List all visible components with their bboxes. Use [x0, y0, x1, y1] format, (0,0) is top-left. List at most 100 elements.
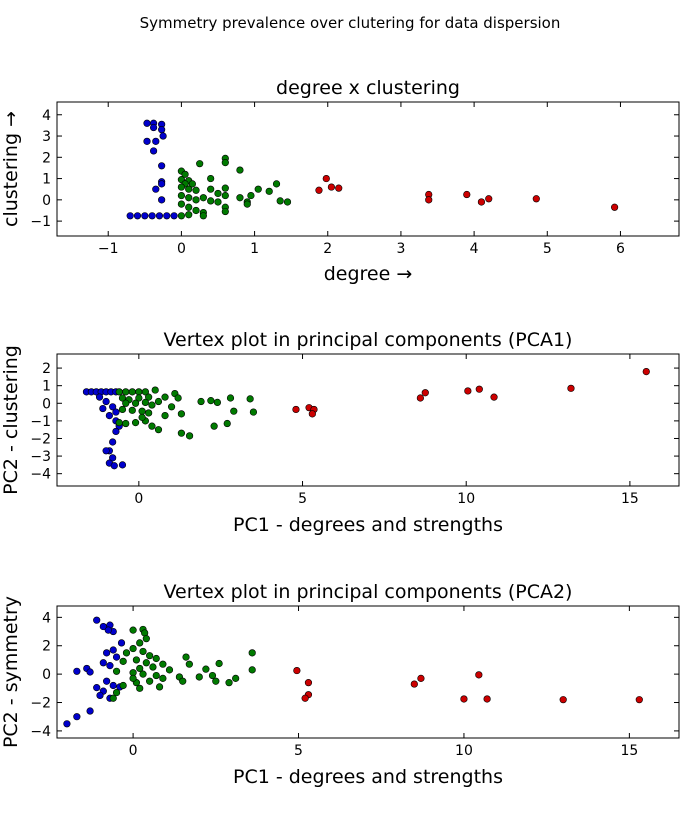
green-point	[148, 422, 156, 430]
green-point	[131, 419, 140, 427]
green-point	[214, 198, 222, 206]
green-point	[221, 184, 229, 192]
blue-point	[143, 119, 151, 127]
x-tick-label: 3	[396, 241, 405, 257]
red-point	[322, 174, 330, 183]
blue-point	[106, 662, 114, 670]
green-point	[146, 677, 154, 685]
green-point	[185, 660, 193, 668]
panel2-points	[82, 368, 650, 470]
x-tick-label: 1	[250, 241, 259, 257]
green-point	[139, 670, 147, 678]
green-point	[118, 394, 127, 402]
red-point	[293, 666, 301, 675]
blue-point	[104, 626, 112, 634]
x-tick-label: 0	[177, 241, 186, 257]
green-point	[161, 412, 169, 420]
y-tick-label: −4	[30, 467, 51, 483]
green-point	[177, 191, 185, 200]
panel2-xlabel: PC1 - degrees and strengths	[233, 514, 503, 536]
y-tick-label: −3	[30, 449, 51, 465]
blue-point	[110, 462, 118, 470]
green-point	[138, 407, 146, 415]
x-tick-label: 0	[129, 743, 138, 759]
green-point	[236, 166, 244, 174]
blue-point	[170, 212, 178, 220]
red-point	[421, 389, 429, 397]
green-point	[230, 407, 238, 415]
red-point	[477, 198, 486, 206]
blue-point	[86, 707, 94, 715]
blue-point	[102, 397, 110, 406]
green-point	[185, 432, 194, 440]
y-tick-label: −2	[30, 431, 51, 447]
green-point	[122, 388, 130, 396]
green-point	[154, 397, 163, 406]
green-point	[185, 194, 193, 202]
green-point	[152, 671, 160, 680]
blue-point	[99, 404, 107, 413]
blue-point	[149, 123, 158, 132]
blue-point	[95, 393, 104, 401]
green-point	[177, 183, 185, 191]
x-tick-label: 15	[620, 743, 638, 759]
x-tick-label: 5	[543, 241, 552, 257]
green-point	[248, 666, 256, 674]
red-point	[335, 184, 343, 192]
y-tick-label: −1	[30, 214, 51, 230]
blue-point	[102, 447, 110, 455]
red-point	[485, 195, 493, 203]
green-point	[246, 395, 254, 403]
y-tick-label: 2	[42, 150, 51, 166]
panel1-yticks: −1 0 1 2 3 4	[30, 108, 679, 230]
green-point	[185, 211, 193, 219]
blue-point	[109, 681, 117, 690]
green-point	[128, 406, 136, 414]
red-point	[475, 385, 483, 393]
green-point	[254, 185, 262, 193]
green-point	[112, 688, 121, 697]
blue-point	[86, 668, 94, 676]
green-point	[185, 185, 193, 193]
x-tick-label: −1	[98, 241, 119, 257]
panel3-title: Vertex plot in principal components (PCA…	[164, 581, 573, 603]
red-point	[464, 387, 472, 395]
green-point	[272, 180, 281, 188]
blue-point	[93, 684, 101, 692]
green-point	[197, 397, 205, 406]
green-point	[118, 405, 127, 414]
x-tick-label: 6	[616, 241, 625, 257]
y-tick-label: 1	[42, 172, 51, 188]
green-point	[135, 388, 143, 396]
green-point	[192, 196, 200, 204]
green-point	[112, 667, 121, 675]
blue-point	[126, 212, 134, 220]
red-point	[611, 203, 619, 211]
green-point	[138, 413, 146, 421]
green-point	[161, 393, 169, 401]
red-point	[483, 695, 491, 703]
green-point	[177, 212, 185, 220]
panel-pca2: Vertex plot in principal components (PCA…	[0, 581, 680, 788]
green-point	[207, 397, 215, 405]
blue-point	[109, 646, 117, 654]
green-point	[146, 652, 154, 660]
panel3-plot-area	[56, 605, 680, 739]
green-point	[221, 191, 229, 200]
x-tick-label: 5	[294, 743, 303, 759]
green-point	[155, 683, 164, 691]
green-point	[196, 160, 204, 168]
green-point	[210, 422, 218, 430]
green-point	[149, 663, 157, 671]
red-point	[635, 696, 643, 704]
red-point	[304, 679, 313, 687]
green-point	[179, 677, 187, 685]
green-point	[283, 198, 292, 206]
blue-point	[133, 212, 142, 220]
red-point	[642, 368, 650, 376]
green-point	[243, 200, 251, 208]
green-point	[208, 671, 217, 680]
green-point	[221, 207, 229, 216]
blue-point	[117, 639, 126, 647]
